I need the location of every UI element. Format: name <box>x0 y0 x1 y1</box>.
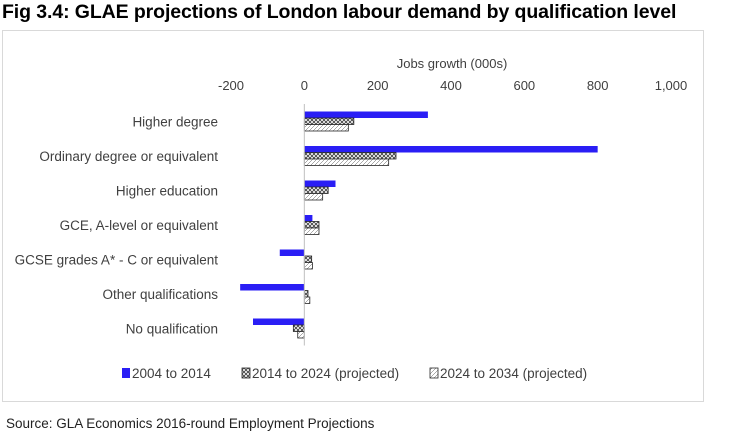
category-labels: Higher degree Ordinary degree or equivale… <box>15 114 219 336</box>
legend-swatch <box>122 368 130 378</box>
bar-series-2 <box>303 290 309 298</box>
x-tick-label: 600 <box>513 78 535 93</box>
bar-series-3 <box>303 227 320 235</box>
bar-series-1 <box>304 215 313 222</box>
bar-series-3 <box>303 158 390 166</box>
bar-series-1 <box>253 318 305 325</box>
category-label: GCE, A-level or equivalent <box>60 218 219 233</box>
bar-series-1 <box>304 111 428 118</box>
category-label: Other qualifications <box>102 287 218 302</box>
chart-frame <box>2 30 704 402</box>
bar-series-1 <box>304 180 336 187</box>
bar-series-2 <box>303 152 397 160</box>
category-label: No qualification <box>126 321 218 336</box>
legend-label: 2004 to 2014 <box>132 366 211 381</box>
bar-series-1 <box>279 249 305 256</box>
figure-title: Fig 3.4: GLAE projections of London labo… <box>2 1 677 23</box>
bar-series-3 <box>303 193 324 201</box>
x-tick-label: 0 <box>301 78 308 93</box>
legend-label: 2014 to 2024 (projected) <box>252 366 399 381</box>
bar-series-2 <box>292 324 305 332</box>
legend-swatch <box>429 367 439 379</box>
bar-series-3 <box>297 331 305 339</box>
category-label: GCSE grades A* - C or equivalent <box>15 252 219 267</box>
category-label: Ordinary degree or equivalent <box>39 149 218 164</box>
x-axis-title: Jobs growth (000s) <box>397 56 508 71</box>
x-axis-ticks: -200 0 200 400 600 800 1,000 <box>218 78 687 93</box>
bar-series-2 <box>303 255 313 263</box>
bar-series-1 <box>304 146 598 153</box>
x-tick-label: 1,000 <box>655 78 688 93</box>
bar-series-3 <box>303 262 313 270</box>
x-tick-label: 400 <box>440 78 462 93</box>
legend-swatch <box>241 367 251 379</box>
x-tick-label: -200 <box>218 78 244 93</box>
bar-series-3 <box>303 124 349 132</box>
bars <box>240 111 598 339</box>
legend: 2004 to 2014 2014 to 2024 (projected) 2024… <box>122 366 587 381</box>
source-note: Source: GLA Economics 2016-round Employm… <box>6 416 375 431</box>
category-label: Higher degree <box>132 114 218 129</box>
bar-series-2 <box>303 117 355 125</box>
x-tick-label: 800 <box>587 78 609 93</box>
legend-label: 2024 to 2034 (projected) <box>440 366 587 381</box>
category-label: Higher education <box>116 183 218 198</box>
bar-series-2 <box>303 186 329 194</box>
bar-series-1 <box>240 284 305 291</box>
bar-series-2 <box>303 221 320 229</box>
bar-series-3 <box>303 296 311 304</box>
x-tick-label: 200 <box>367 78 389 93</box>
